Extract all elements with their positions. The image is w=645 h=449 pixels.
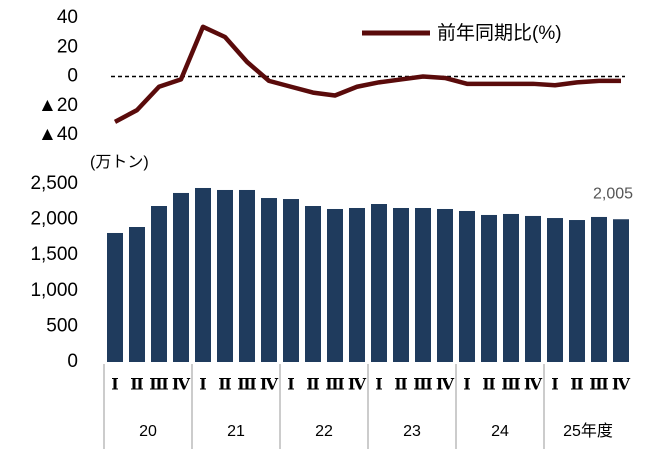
bar xyxy=(151,206,167,362)
x-tick-label: Ⅳ xyxy=(524,377,543,394)
bar xyxy=(107,232,123,362)
group-label: 21 xyxy=(227,423,245,440)
y-tick-label: ▲40 xyxy=(38,124,78,145)
x-tick-label: Ⅳ xyxy=(348,377,367,394)
y-tick-label: 1,000 xyxy=(30,280,78,301)
line xyxy=(113,24,621,124)
y-tick-label: 0 xyxy=(67,351,78,372)
y-tick-label: 2,500 xyxy=(30,173,78,194)
bar xyxy=(525,215,541,362)
group-label: 23 xyxy=(403,423,421,440)
x-tick-label: Ⅳ xyxy=(612,377,631,394)
group-label: 22 xyxy=(315,423,333,440)
bar xyxy=(503,213,519,362)
y-tick-label: 20 xyxy=(57,36,78,57)
x-tick-label: Ⅰ xyxy=(199,377,206,394)
x-tick-label: Ⅳ xyxy=(436,377,455,394)
x-tick-label: Ⅲ xyxy=(325,377,344,394)
x-tick-label: Ⅲ xyxy=(501,377,520,394)
bar xyxy=(371,204,387,362)
bar xyxy=(437,208,453,362)
legend-label: 前年同期比(%) xyxy=(437,22,562,44)
x-tick-label: Ⅱ xyxy=(570,377,583,394)
group-label: 24 xyxy=(491,423,509,440)
bar xyxy=(591,216,607,362)
x-tick-label: Ⅲ xyxy=(149,377,168,394)
bar xyxy=(283,199,299,362)
x-tick-label: Ⅰ xyxy=(287,377,294,394)
x-tick-label: Ⅳ xyxy=(260,377,279,394)
bar xyxy=(173,192,189,362)
bar xyxy=(327,208,343,362)
bar xyxy=(547,218,563,362)
x-tick-label: Ⅱ xyxy=(130,377,143,394)
bar xyxy=(239,189,255,362)
bar xyxy=(459,210,475,362)
y-tick-label: 0 xyxy=(67,66,78,87)
x-tick-label: Ⅱ xyxy=(482,377,495,394)
x-tick-label: Ⅰ xyxy=(551,377,558,394)
x-tick-label: Ⅳ xyxy=(172,377,191,394)
bar xyxy=(129,227,145,362)
bar xyxy=(349,207,365,362)
bar xyxy=(481,214,497,362)
bar xyxy=(569,220,585,362)
group-label: 20 xyxy=(139,423,157,440)
x-tick-label: Ⅲ xyxy=(589,377,608,394)
y-tick-label: 1,500 xyxy=(30,244,78,265)
y-tick-label: 40 xyxy=(57,7,78,28)
bar xyxy=(613,219,629,362)
y-tick-label: ▲20 xyxy=(38,95,78,116)
bar xyxy=(195,187,211,362)
group-label: 25年度 xyxy=(563,422,613,440)
axis-label: (万トン) xyxy=(90,154,149,171)
x-tick-label: Ⅱ xyxy=(218,377,231,394)
data-label: 2,005 xyxy=(593,185,633,202)
x-tick-label: Ⅱ xyxy=(306,377,319,394)
x-tick-label: Ⅲ xyxy=(237,377,256,394)
x-tick-label: Ⅱ xyxy=(394,377,407,394)
bar xyxy=(393,207,409,362)
y-tick-label: 500 xyxy=(46,315,78,336)
x-tick-label: Ⅰ xyxy=(463,377,470,394)
bar xyxy=(217,189,233,362)
x-tick-label: Ⅰ xyxy=(375,377,382,394)
x-tick-label: Ⅲ xyxy=(413,377,432,394)
bar xyxy=(305,206,321,362)
x-tick-label: Ⅰ xyxy=(111,377,118,394)
bar xyxy=(261,198,277,362)
bar xyxy=(415,207,431,362)
y-tick-label: 2,000 xyxy=(30,209,78,230)
